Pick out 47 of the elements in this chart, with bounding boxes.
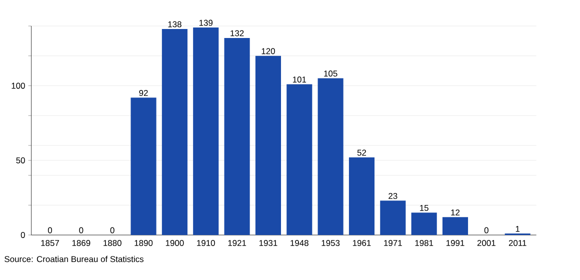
bar — [442, 217, 468, 235]
data-label: 0 — [110, 227, 114, 234]
data-label: 0 — [484, 227, 488, 234]
bar — [224, 38, 250, 235]
x-tick-label: 1948 — [290, 240, 308, 246]
data-label: 12 — [451, 209, 460, 216]
data-label: 105 — [324, 70, 338, 77]
x-tick-label: 1869 — [72, 240, 90, 246]
x-tick-label: 1961 — [352, 240, 371, 246]
x-tick-label: 2001 — [477, 240, 496, 246]
x-tick-label: 1910 — [197, 240, 215, 246]
data-label: 138 — [168, 21, 182, 28]
bar — [348, 157, 375, 235]
data-label: 1 — [516, 226, 520, 232]
bar — [286, 84, 312, 235]
x-tick-label: 1921 — [228, 240, 246, 246]
x-tick-label: 1931 — [259, 240, 278, 246]
bar — [255, 56, 281, 235]
data-label: 52 — [357, 150, 366, 156]
y-tick-label: 50 — [16, 157, 25, 164]
bar — [380, 200, 406, 235]
y-tick-label: 0 — [20, 232, 25, 238]
bar — [318, 78, 344, 235]
x-tick-label: 1991 — [446, 240, 464, 246]
data-label: 15 — [420, 204, 428, 211]
bar — [162, 28, 188, 235]
x-tick-label: 1971 — [384, 240, 402, 246]
data-label: 23 — [388, 192, 398, 199]
x-tick-label: 2011 — [508, 240, 526, 246]
x-tick-label: 1981 — [415, 240, 434, 246]
bar — [193, 27, 219, 235]
x-tick-label: 1900 — [166, 240, 184, 246]
data-label: 132 — [230, 30, 244, 36]
data-label: 0 — [48, 227, 52, 234]
x-tick-label: 1857 — [41, 240, 59, 246]
data-label: 101 — [292, 76, 306, 83]
data-label: 0 — [79, 227, 84, 234]
x-tick-label: 1953 — [322, 240, 340, 246]
y-tick-label: 100 — [12, 82, 25, 89]
source-note: Source: Croatian Bureau of Statistics — [4, 256, 144, 262]
bar — [130, 98, 156, 235]
data-label: 120 — [262, 48, 275, 54]
data-label: 139 — [199, 20, 213, 26]
data-label: 92 — [139, 90, 148, 96]
x-tick-label: 1880 — [104, 240, 122, 246]
x-tick-label: 1890 — [134, 240, 153, 246]
bar — [411, 212, 437, 235]
